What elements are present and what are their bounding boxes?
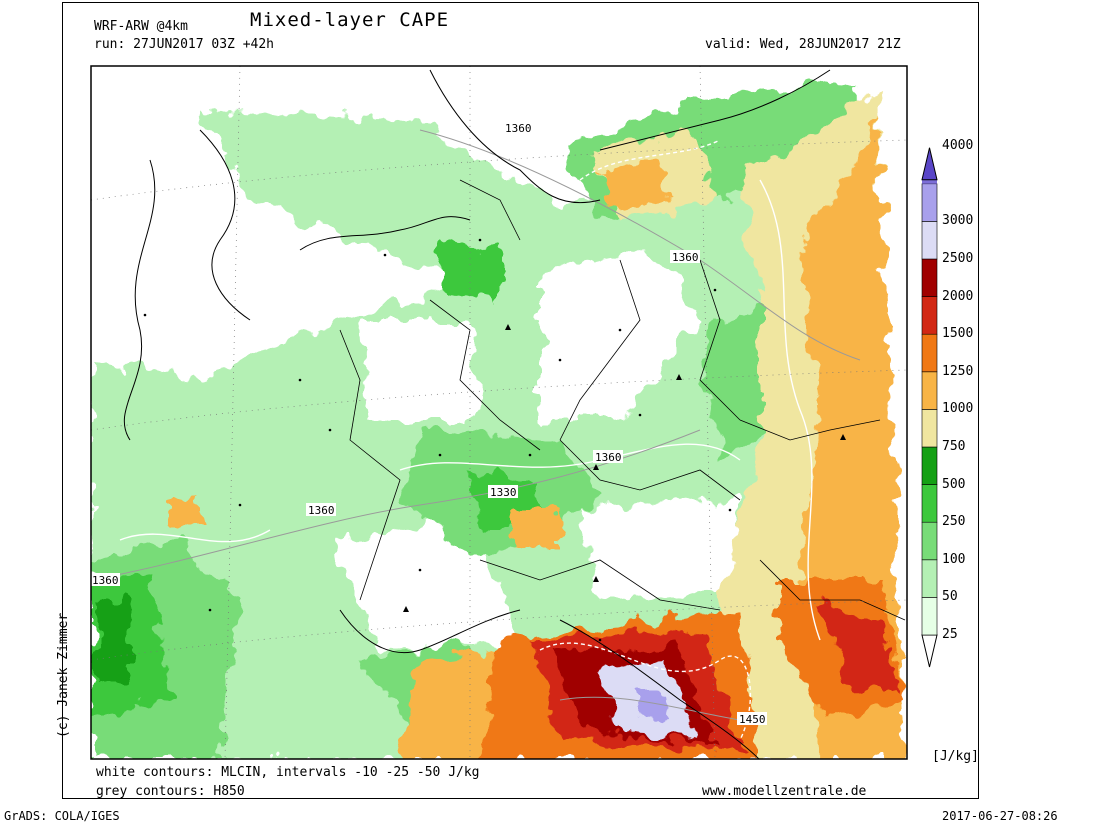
- cape-area-lightpurple: [635, 690, 670, 720]
- colorbar: [921, 147, 938, 668]
- cape-gap-1: [540, 250, 700, 420]
- colorbar-swatch: [921, 371, 938, 410]
- colorbar-bottom-arrow: [921, 634, 938, 668]
- cape-gap-4: [100, 260, 320, 370]
- colorbar-swatch: [921, 333, 938, 373]
- colorbar-label: 500: [942, 476, 966, 492]
- colorbar-top-arrow: [921, 147, 938, 181]
- contour-labels: 1360 1360 1360 1360 1330 1360 1450: [91, 121, 767, 726]
- colorbar-swatch: [921, 409, 938, 448]
- colorbar-swatch: [922, 179, 937, 184]
- grey-contours-note: grey contours: H850: [96, 784, 245, 799]
- colorbar-swatch: [921, 559, 938, 598]
- valid-label: valid: Wed, 28JUN2017 21Z: [705, 37, 901, 52]
- map-border: [90, 65, 908, 760]
- colorbar-label: 2500: [942, 251, 974, 266]
- cape-field: 1360 1360 1360 1360 1330 1360 1450: [91, 66, 907, 759]
- cape-area-orange: [170, 500, 200, 525]
- model-label: WRF-ARW @4km: [94, 19, 188, 34]
- contour-label: 1360: [308, 504, 335, 517]
- colorbar-label: 1000: [942, 401, 974, 417]
- colorbar-label: 750: [942, 439, 966, 454]
- contour-label: 1360: [92, 574, 119, 587]
- coastlines: [123, 69, 831, 759]
- run-label: run: 27JUN2017 03Z +42h: [94, 37, 275, 52]
- colorbar-label: 3000: [942, 213, 974, 229]
- latlon-grid: [91, 66, 907, 759]
- cape-area-darkgreen: [440, 240, 500, 300]
- colorbar-swatch: [921, 484, 938, 523]
- colorbar-swatch: [921, 296, 938, 335]
- colorbar-label: 100: [942, 551, 966, 567]
- station-markers: [143, 238, 846, 642]
- colorbar-swatch: [921, 521, 938, 561]
- cape-gap-2: [580, 500, 740, 600]
- map-title: Mixed-layer CAPE: [250, 9, 450, 31]
- contour-label: 1450: [739, 713, 766, 726]
- contour-label: 1330: [490, 486, 517, 499]
- contour-label: 1360: [505, 122, 532, 135]
- cape-area-orange: [510, 510, 560, 545]
- cape-area-darkgreen: [96, 600, 130, 680]
- grads-label: GrADS: COLA/IGES: [4, 809, 120, 823]
- colorbar-label: 25: [942, 627, 958, 642]
- colorbar-label: 50: [942, 589, 958, 605]
- colorbar-swatch: [921, 258, 938, 297]
- colorbar-label: 4000: [942, 137, 974, 153]
- contour-label: 1360: [595, 451, 622, 464]
- cape-area-red: [820, 600, 900, 690]
- mlcin-contours: [119, 139, 821, 741]
- white-contours-note: white contours: MLCIN, intervals -10 -25…: [96, 765, 480, 780]
- colorbar-label: 1500: [942, 326, 974, 342]
- colorbar-unit: [J/kg]: [932, 749, 979, 764]
- website-label: www.modellzentrale.de: [702, 784, 867, 799]
- contour-label: 1360: [672, 251, 699, 264]
- country-borders: [339, 179, 906, 621]
- cape-area-orange: [600, 160, 670, 210]
- copyright-label: (c) Janek Zimmer: [56, 612, 71, 738]
- colorbar-swatch: [921, 446, 938, 485]
- cape-gap-5: [360, 320, 480, 420]
- colorbar-swatch: [921, 183, 938, 222]
- colorbar-label: 1250: [942, 363, 974, 379]
- colorbar-label: 2000: [942, 288, 974, 304]
- figure-frame: [62, 2, 979, 799]
- colorbar-swatch: [921, 221, 938, 260]
- timestamp-label: 2017-06-27-08:26: [942, 809, 1058, 823]
- colorbar-label: 250: [942, 514, 966, 530]
- colorbar-swatch: [921, 597, 938, 636]
